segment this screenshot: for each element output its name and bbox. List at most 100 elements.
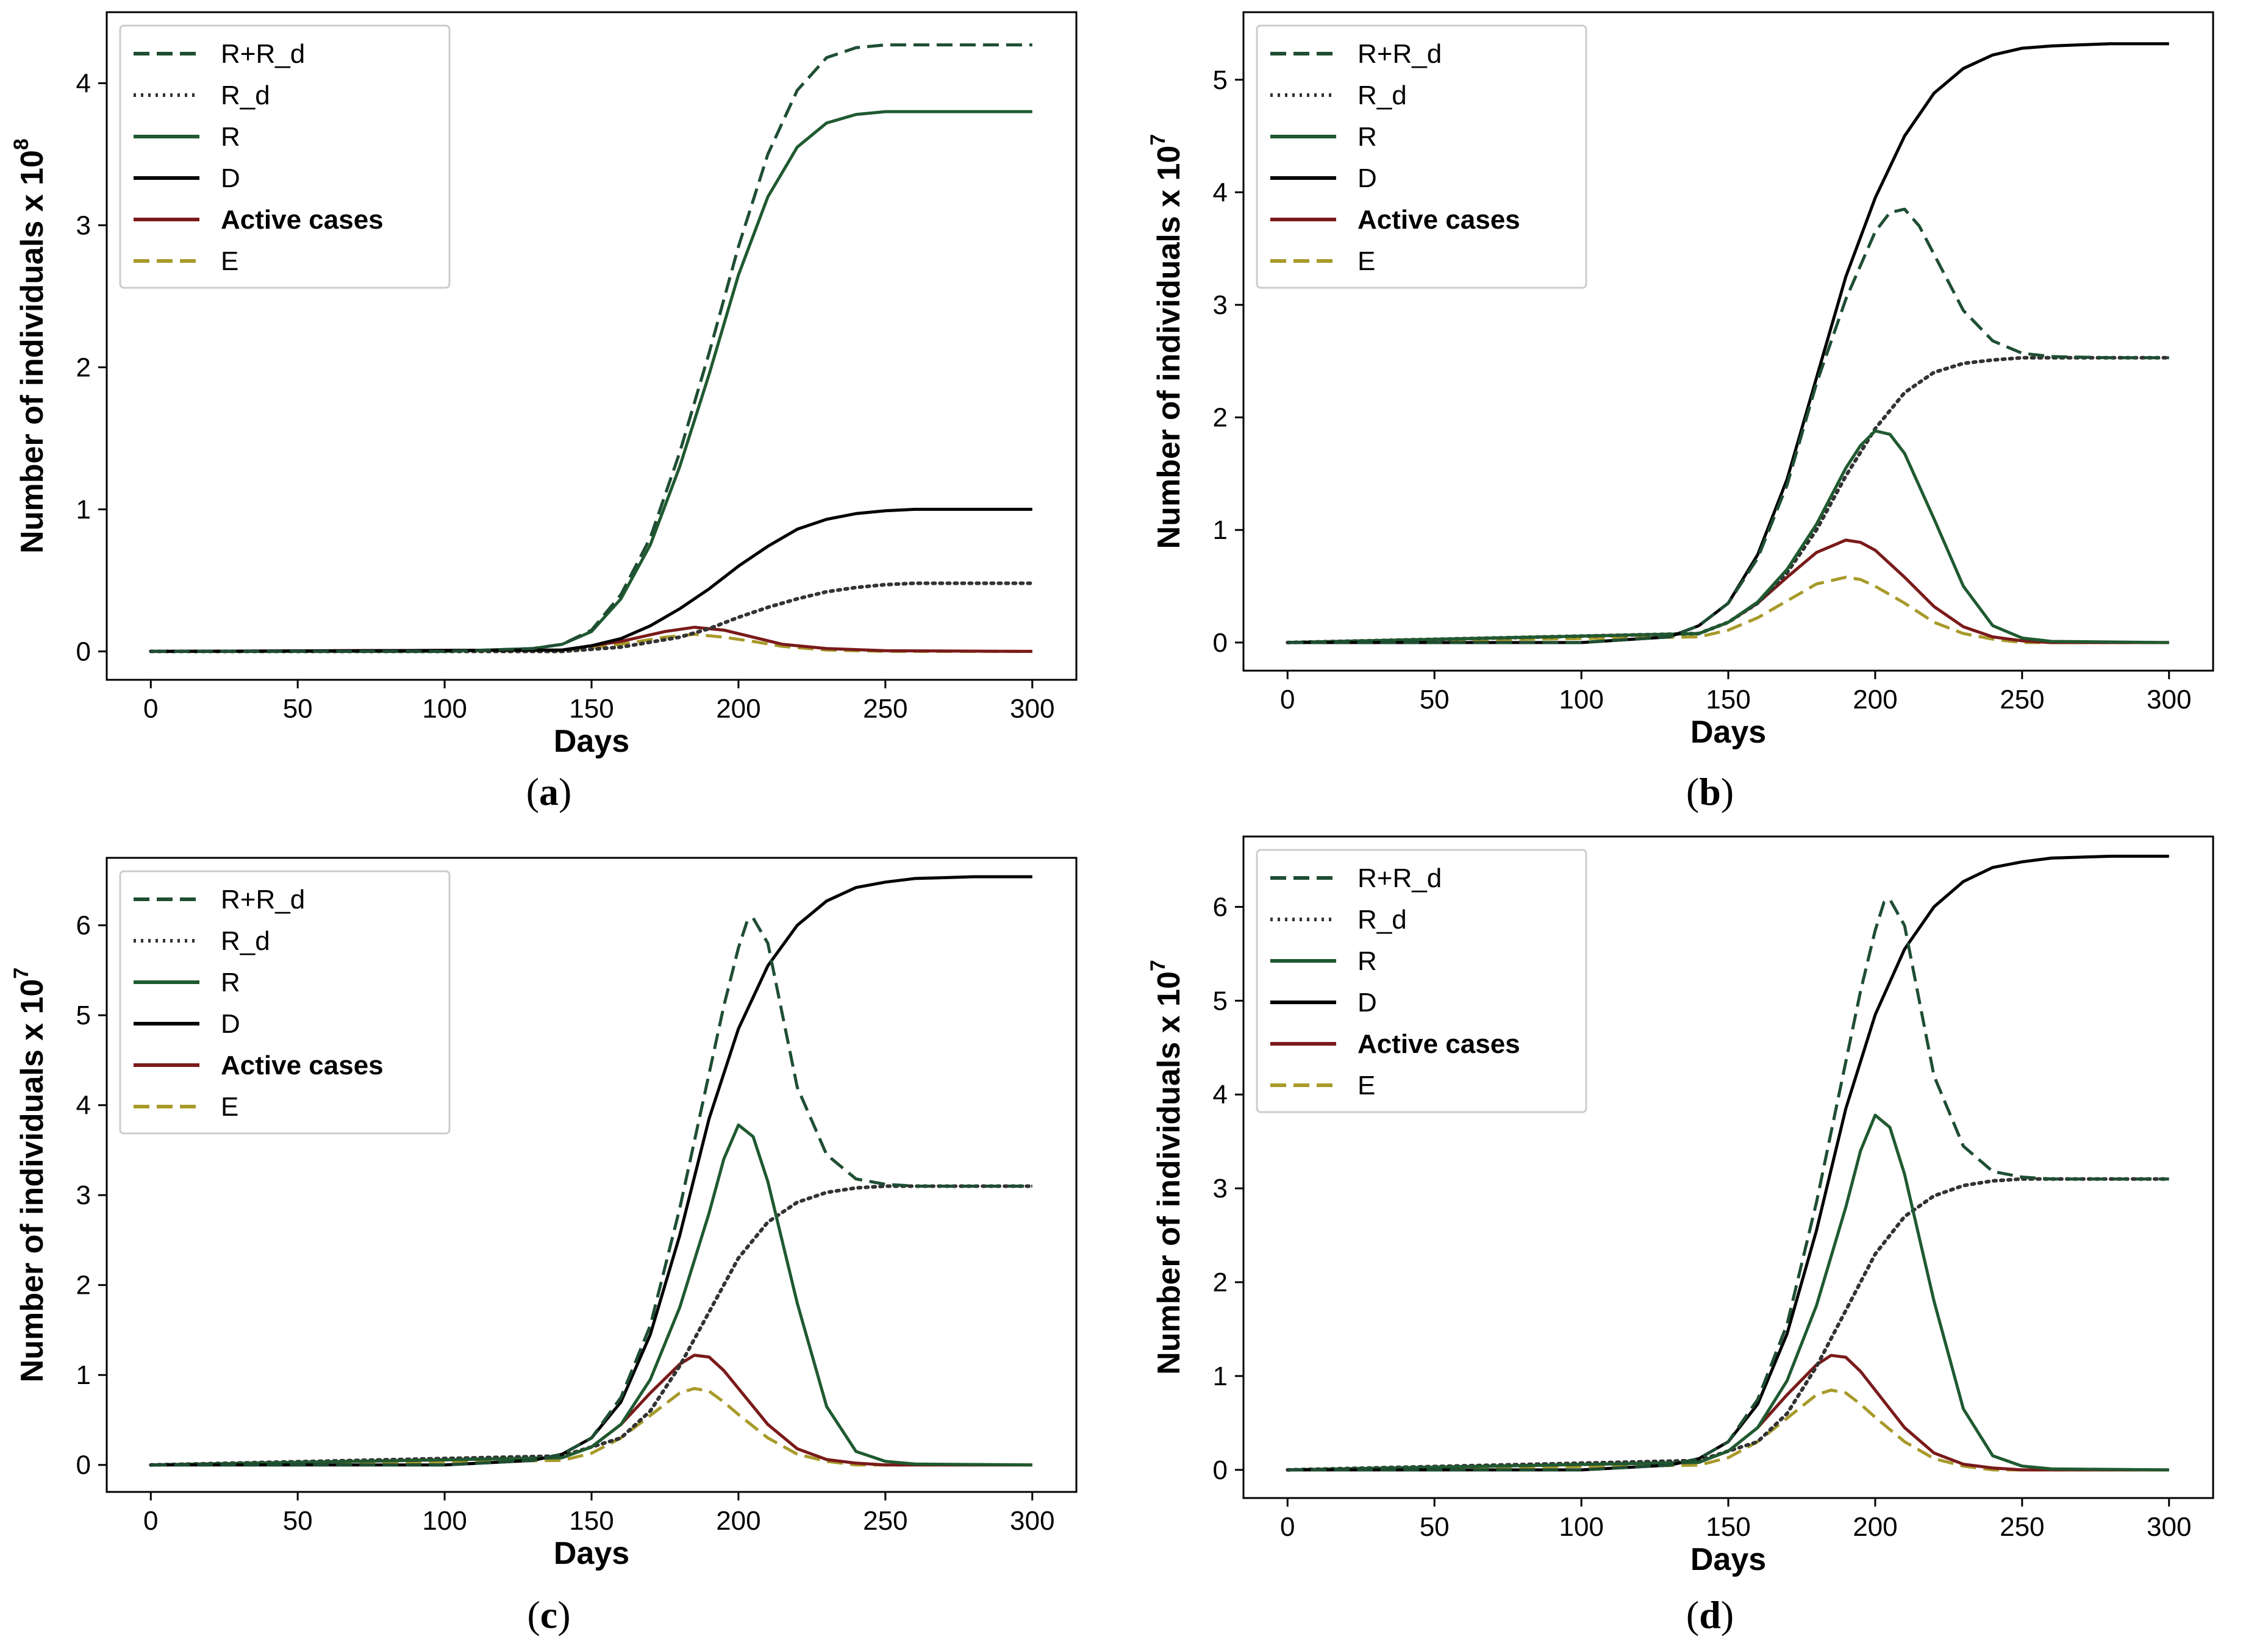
y-tick-label: 0 (76, 1450, 91, 1480)
x-axis-label: Days (1690, 1542, 1766, 1577)
legend-label: Active cases (1358, 205, 1520, 235)
x-tick-label: 300 (1010, 1506, 1054, 1536)
x-tick-label: 300 (2147, 1512, 2191, 1542)
chart-svg-a: 0 50 100 150 200 250 300 0 1 2 3 4 Days Number of ind… (10, 11, 1078, 759)
y-tick-label: 4 (76, 68, 91, 98)
series-line-r-r-d (1287, 897, 2169, 1472)
y-tick-label: 0 (76, 637, 91, 666)
legend-label: D (1358, 163, 1377, 193)
y-axis-label: Number of individuals x 107 (1147, 960, 1187, 1375)
legend-label: E (221, 1092, 238, 1122)
legend-label: R+R_d (221, 885, 305, 915)
y-axis-label-exponent: 7 (10, 968, 33, 979)
caption-letter: a (539, 770, 559, 813)
caption-b: (b) (1686, 770, 1734, 813)
x-tick-label: 0 (1280, 685, 1295, 715)
y-axis-label: Number of individuals x 108 (10, 138, 50, 554)
legend-label: D (221, 1009, 240, 1039)
x-tick-label: 50 (1420, 685, 1450, 715)
caption-a: (a) (526, 770, 572, 813)
x-tick-label: 50 (283, 694, 313, 724)
x-tick-label: 100 (1559, 685, 1603, 715)
x-tick-label: 100 (422, 694, 467, 724)
series-line-r-d (1286, 1177, 2171, 1472)
series-line-d (1287, 42, 2169, 644)
x-tick-label: 0 (143, 1506, 158, 1536)
x-tick-label: 200 (1853, 685, 1897, 715)
y-tick-label: 4 (1213, 1080, 1228, 1110)
legend-label: Active cases (221, 205, 384, 235)
y-axis-label-exponent: 7 (1147, 960, 1170, 971)
legend-label: E (221, 246, 238, 276)
chart-svg-d: 0 50 100 150 200 250 300 0 1 2 3 4 5 6 Days Number of i… (1147, 835, 2214, 1577)
y-tick-label: 3 (76, 210, 91, 240)
y-axis-label-text: Number of individuals x 10 (15, 979, 50, 1383)
caption-d: (d) (1686, 1593, 1734, 1636)
y-axis-label-text: Number of individuals x 10 (1151, 971, 1187, 1375)
series-line-d (151, 507, 1032, 653)
legend-label: R_d (221, 80, 270, 110)
legend-label: R (1358, 122, 1377, 152)
y-tick-label: 1 (76, 494, 91, 524)
series-line-e (151, 1386, 1032, 1467)
y-tick-label: 5 (1213, 986, 1228, 1016)
caption-letter: b (1699, 770, 1721, 813)
x-tick-label: 300 (2147, 685, 2191, 715)
legend-label: R (221, 968, 240, 997)
y-tick-label: 4 (76, 1091, 91, 1121)
y-tick-label: 1 (76, 1360, 91, 1390)
x-tick-label: 100 (422, 1506, 467, 1536)
x-tick-label: 300 (1010, 694, 1054, 724)
y-tick-label: 0 (1213, 628, 1228, 658)
legend-label: R_d (221, 926, 270, 956)
series-line-r-d (149, 581, 1034, 654)
x-tick-label: 250 (863, 1506, 907, 1536)
legend-label: R+R_d (221, 39, 305, 69)
x-tick-label: 0 (143, 694, 158, 724)
series-line-r-r-d (1287, 207, 2169, 644)
y-tick-label: 2 (1213, 403, 1228, 433)
chart-panel-c: 0 50 100 150 200 250 300 0 1 2 3 4 5 6 Days Number of i… (0, 824, 1134, 1648)
y-tick-label: 0 (1213, 1455, 1228, 1485)
chart-panel-d: 0 50 100 150 200 250 300 0 1 2 3 4 5 6 Days Number of i… (1134, 824, 2268, 1648)
legend-label: R+R_d (1358, 863, 1442, 893)
legend-box (1256, 849, 1587, 1113)
x-tick-label: 150 (569, 694, 614, 724)
series-line-e (1287, 1388, 2169, 1472)
y-axis-label-text: Number of individuals x 10 (15, 150, 50, 554)
y-tick-label: 6 (1213, 892, 1228, 922)
x-tick-label: 50 (283, 1506, 313, 1536)
y-tick-label: 6 (76, 911, 91, 941)
legend-label: D (221, 163, 240, 193)
y-tick-label: 1 (1213, 515, 1228, 545)
legend-label: E (1358, 246, 1375, 276)
y-tick-label: 2 (76, 352, 91, 382)
legend-box (119, 24, 451, 289)
y-tick-label: 1 (1213, 1361, 1228, 1391)
y-tick-label: 5 (1213, 65, 1228, 95)
legend-label: R_d (1358, 80, 1407, 110)
series-line-d (1287, 854, 2169, 1472)
x-tick-label: 200 (716, 694, 760, 724)
y-axis-label: Number of individuals x 107 (10, 968, 50, 1383)
x-tick-label: 250 (2000, 1512, 2044, 1542)
x-tick-label: 250 (863, 694, 907, 724)
legend-label: R (221, 122, 240, 152)
legend-label: E (1358, 1071, 1375, 1100)
x-tick-label: 150 (1706, 685, 1750, 715)
y-tick-label: 4 (1213, 177, 1228, 207)
series-line-r (151, 1123, 1032, 1467)
series-line-r (1287, 1113, 2169, 1472)
y-axis-label-exponent: 7 (1147, 134, 1170, 146)
chart-panel-a: 0 50 100 150 200 250 300 0 1 2 3 4 Days Number of ind… (0, 0, 1134, 824)
y-tick-label: 3 (1213, 290, 1228, 320)
series-line-r-r-d (151, 916, 1032, 1467)
x-tick-label: 200 (1853, 1512, 1897, 1542)
y-tick-label: 3 (1213, 1174, 1228, 1204)
series-line-d (151, 875, 1032, 1467)
chart-svg-b: 0 50 100 150 200 250 300 0 1 2 3 4 5 Days Number of in… (1147, 11, 2214, 750)
series-line-r (151, 110, 1032, 653)
legend-label: Active cases (221, 1051, 384, 1080)
x-axis-label: Days (1690, 715, 1766, 750)
chart-panel-b: 0 50 100 150 200 250 300 0 1 2 3 4 5 Days Number of in… (1134, 0, 2268, 824)
